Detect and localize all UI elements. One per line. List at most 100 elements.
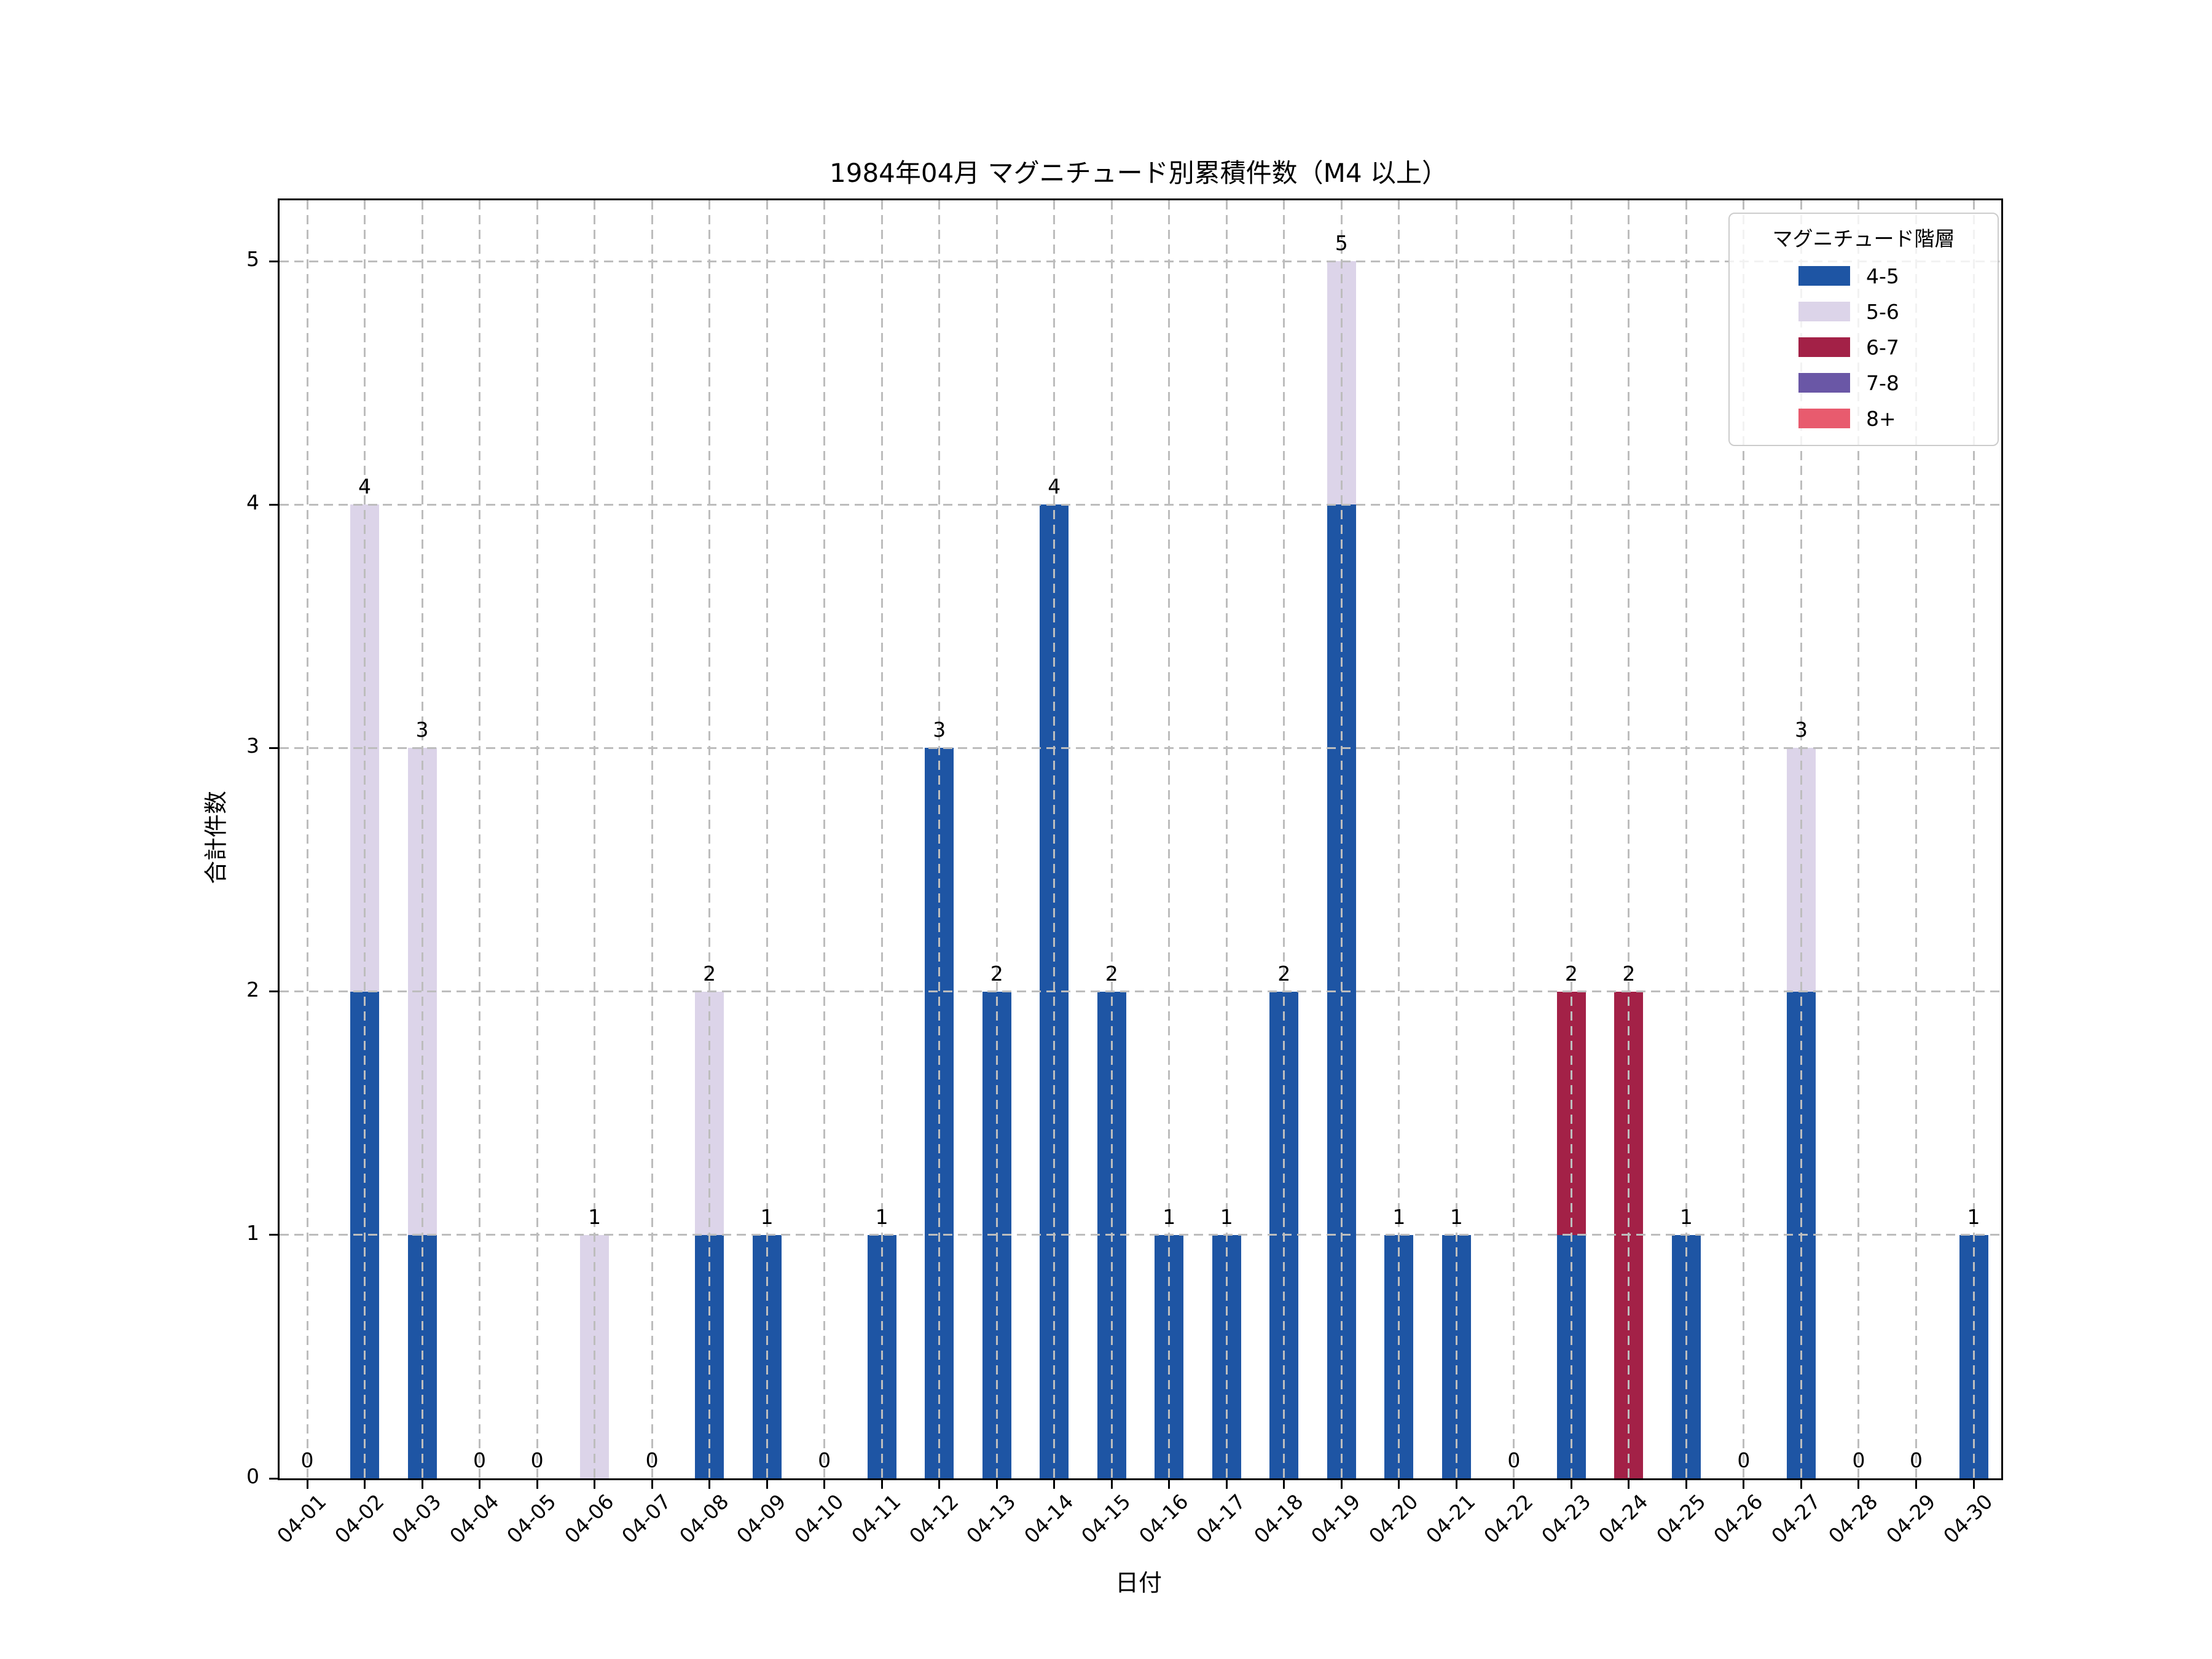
gridline-h [280,990,2001,993]
x-tick-mark [479,1480,481,1489]
plot-area: 0 4 3 0 0 1 0 2 1 0 1 3 2 4 2 1 1 2 5 1 1 0 2 2 1 0 3 0 0 1 マグニチュード階層… [269,198,2003,1489]
x-tick-label: 04-10 [789,1489,849,1548]
bar-value-label: 0 [1737,1448,1751,1472]
bar-value-label: 4 [358,474,372,499]
bar-value-label: 2 [1564,961,1578,986]
bar-value-label: 0 [818,1448,831,1472]
gridline-h [280,503,2001,506]
gridline-v [1513,200,1515,1478]
y-tick-mark [269,747,278,749]
x-tick-label: 04-20 [1364,1489,1423,1548]
gridline-v [1340,200,1343,1478]
x-tick-mark [536,1480,538,1489]
gridline-v [1283,200,1285,1478]
gridline-v [766,200,768,1478]
legend-item: 4-5 [1730,258,1998,294]
x-axis-label: 日付 [1115,1569,1162,1596]
x-tick-mark [364,1480,366,1489]
x-tick-label: 04-25 [1651,1489,1710,1548]
y-tick-label: 5 [246,247,259,272]
y-axis-label: 合計件数 [202,790,230,885]
gridline-v [1972,200,1975,1478]
x-tick-label: 04-16 [1134,1489,1193,1548]
bar-value-label: 3 [1794,718,1808,742]
gridline-v [880,200,883,1478]
x-tick-mark [995,1480,998,1489]
y-tick-mark [269,503,278,506]
bar-value-label: 1 [1392,1204,1406,1229]
x-tick-mark [306,1480,308,1489]
bar-value-label: 0 [1852,1448,1865,1472]
x-tick-label: 04-18 [1249,1489,1308,1548]
x-tick-mark [1628,1480,1630,1489]
gridline-v [536,200,538,1478]
x-tick-mark [421,1480,423,1489]
x-tick-mark [880,1480,883,1489]
x-tick-label: 04-17 [1191,1489,1250,1548]
gridline-h [280,1234,2001,1236]
bar-value-label: 1 [1163,1204,1176,1229]
bar-value-label: 1 [1220,1204,1233,1229]
x-tick-mark [1972,1480,1975,1489]
x-tick-label: 04-11 [847,1489,906,1548]
gridline-v [364,200,366,1478]
y-tick-label: 0 [246,1464,259,1488]
gridline-v [1168,200,1171,1478]
legend-rows: 4-5 5-6 6-7 7-8 8+ [1730,258,1998,436]
y-tick-mark [269,990,278,993]
x-tick-label: 04-15 [1077,1489,1135,1548]
gridline-v [479,200,481,1478]
bar-value-label: 0 [530,1448,544,1472]
legend-item: 7-8 [1730,365,1998,401]
x-tick-label: 04-13 [962,1489,1021,1548]
bar-value-label: 1 [875,1204,888,1229]
legend-item: 8+ [1730,401,1998,436]
x-tick-mark [1168,1480,1171,1489]
x-tick-label: 04-03 [387,1489,446,1548]
bar-value-label: 1 [1967,1204,1980,1229]
bar-value-label: 5 [1335,231,1348,256]
y-tick-mark [269,260,278,262]
x-tick-mark [766,1480,768,1489]
x-tick-mark [594,1480,596,1489]
bar-value-label: 2 [1622,961,1636,986]
gridline-v [1570,200,1572,1478]
bar-value-label: 1 [760,1204,774,1229]
bar-value-label: 0 [473,1448,487,1472]
x-tick-mark [1398,1480,1400,1489]
gridline-v [1225,200,1228,1478]
y-tick-label: 2 [246,977,259,1002]
x-tick-label: 04-04 [444,1489,504,1548]
legend-title: マグニチュード階層 [1772,227,1955,251]
gridline-v [421,200,423,1478]
bar-value-label: 0 [1507,1448,1521,1472]
bar-value-label: 1 [588,1204,602,1229]
x-tick-label: 04-29 [1881,1489,1940,1548]
gridline-v [1628,200,1630,1478]
x-tick-mark [651,1480,653,1489]
bar-value-label: 0 [1909,1448,1923,1472]
gridline-v [1053,200,1056,1478]
legend-item: 5-6 [1730,294,1998,329]
legend-item: 6-7 [1730,329,1998,365]
y-tick-label: 4 [246,490,259,515]
legend-item-label: 4-5 [1866,264,1899,288]
legend-swatch [1798,337,1850,357]
x-tick-mark [1800,1480,1802,1489]
gridline-h [280,747,2001,749]
x-tick-label: 04-27 [1766,1489,1826,1548]
gridline-v [1857,200,1860,1478]
x-tick-mark [1283,1480,1285,1489]
x-tick-label: 04-02 [329,1489,389,1548]
x-tick-label: 04-26 [1709,1489,1768,1548]
gridline-v [1455,200,1457,1478]
x-tick-mark [1743,1480,1745,1489]
gridline-v [938,200,941,1478]
x-tick-label: 04-12 [904,1489,963,1548]
legend-item-label: 7-8 [1866,371,1899,395]
gridline-v [1915,200,1917,1478]
y-tick-mark [269,1477,278,1480]
x-tick-label: 04-24 [1594,1489,1653,1548]
bar-value-label: 2 [1105,961,1118,986]
x-tick-mark [1053,1480,1056,1489]
